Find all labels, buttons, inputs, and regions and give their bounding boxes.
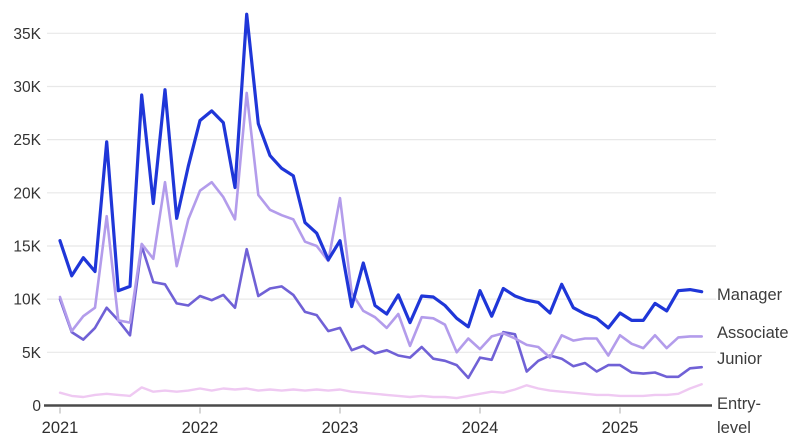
x-axis-tick-label-2024: 2024: [462, 419, 499, 437]
series-end-label-associate: Associate: [717, 324, 789, 342]
x-axis-tick-label-2022: 2022: [182, 419, 219, 437]
series-end-label-entry-level-line2: level: [717, 419, 751, 437]
series-line-junior: [58, 244, 704, 380]
y-axis-tick-label-0: 0: [32, 398, 41, 415]
series-line-associate: [58, 91, 704, 359]
y-axis-tick-label-25K: 25K: [13, 132, 41, 149]
series-line-entry-level: [58, 383, 703, 400]
series-line-manager: [58, 12, 704, 330]
x-axis-tick-label-2025: 2025: [602, 419, 639, 437]
x-axis-tick-label-2021: 2021: [42, 419, 79, 437]
y-axis-tick-label-15K: 15K: [13, 238, 41, 255]
y-axis-tick-label-30K: 30K: [13, 79, 41, 96]
series-end-label-junior: Junior: [717, 350, 762, 368]
y-axis-tick-label-10K: 10K: [13, 292, 41, 309]
y-axis-tick-label-35K: 35K: [13, 26, 41, 43]
x-axis-tick-label-2023: 2023: [322, 419, 359, 437]
y-axis-tick-label-20K: 20K: [13, 185, 41, 202]
series-end-label-entry-level: Entry-: [717, 395, 761, 413]
y-axis-tick-label-5K: 5K: [22, 345, 42, 362]
series-end-label-manager: Manager: [717, 286, 783, 304]
